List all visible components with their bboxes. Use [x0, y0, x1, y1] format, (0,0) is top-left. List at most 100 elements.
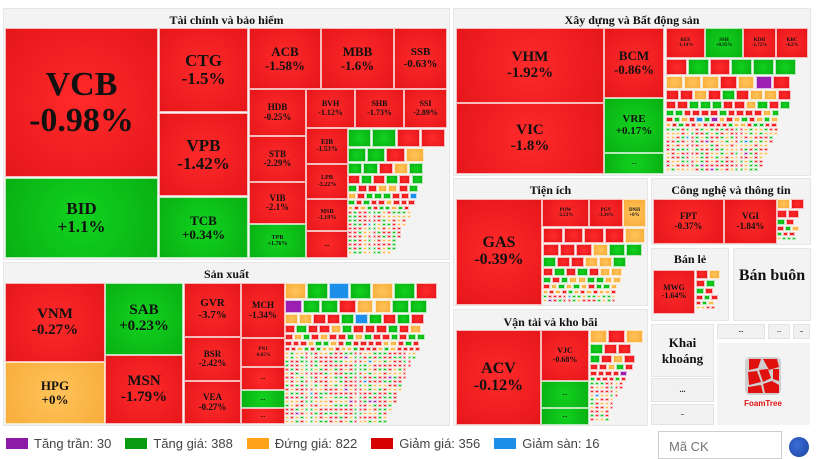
stock-tile-small[interactable]: [705, 144, 710, 147]
stock-tile-small[interactable]: [560, 277, 569, 283]
stock-tile-small[interactable]: [377, 239, 382, 242]
stock-tile-small[interactable]: [299, 388, 304, 391]
stock-tile-small[interactable]: [343, 400, 348, 403]
stock-tile-small[interactable]: [387, 352, 392, 355]
stock-tile-small[interactable]: [285, 412, 289, 415]
stock-tile-small[interactable]: [285, 388, 289, 391]
stock-tile-small[interactable]: [289, 412, 294, 415]
stock-tile-small[interactable]: [710, 164, 714, 167]
stock-tile-small[interactable]: [401, 211, 406, 214]
stock-tile-small[interactable]: [367, 235, 372, 238]
stock-tile-small[interactable]: [745, 101, 757, 109]
stock-tile-small[interactable]: [719, 168, 724, 171]
stock-tile-small[interactable]: [703, 123, 709, 127]
stock-tile-small[interactable]: [378, 372, 382, 375]
stock-tile-small[interactable]: [543, 244, 559, 256]
stock-tile-small[interactable]: [694, 90, 707, 100]
stock-tile-small[interactable]: [383, 360, 387, 363]
stock-tile-small[interactable]: [363, 412, 368, 415]
stock-tile-small[interactable]: [666, 128, 670, 131]
stock-tile-small[interactable]: [604, 390, 609, 393]
stock-tile-small[interactable]: [392, 360, 397, 363]
stock-tile-small[interactable]: [729, 128, 734, 131]
stock-tile-small[interactable]: [372, 243, 377, 246]
stock-tile-small[interactable]: [778, 90, 791, 100]
stock-tile-small[interactable]: [377, 243, 382, 246]
stock-tile-small[interactable]: [695, 128, 700, 131]
stock-tile-small[interactable]: [392, 396, 397, 399]
stock-tile-fpt[interactable]: FPT -0.37%: [653, 199, 724, 244]
stock-tile-small[interactable]: [764, 136, 768, 139]
stock-tile-small[interactable]: [343, 416, 348, 419]
stock-tile-small[interactable]: [685, 148, 690, 151]
stock-tile-small[interactable]: [368, 412, 373, 415]
stock-tile-small[interactable]: [368, 380, 373, 383]
stock-tile-small[interactable]: [373, 360, 378, 363]
stock-tile-small[interactable]: [385, 206, 391, 210]
stock-tile-small[interactable]: [299, 376, 304, 379]
stock-tile-small[interactable]: [334, 384, 338, 387]
stock-tile-small[interactable]: [329, 400, 333, 403]
stock-tile-small[interactable]: [373, 396, 378, 399]
stock-tile-small[interactable]: [302, 300, 320, 313]
stock-tile-small[interactable]: [334, 412, 338, 415]
stock-tile-small[interactable]: [329, 356, 333, 359]
stock-tile-vib[interactable]: VIB -2.1%: [249, 182, 306, 224]
stock-tile-small[interactable]: [373, 416, 378, 419]
stock-tile-small[interactable]: [373, 412, 378, 415]
stock-tile-small[interactable]: [285, 300, 302, 313]
stock-tile-small[interactable]: [543, 228, 563, 243]
stock-tile-small[interactable]: [543, 299, 547, 302]
stock-tile-small[interactable]: [378, 163, 393, 174]
stock-tile-small[interactable]: [302, 334, 311, 340]
stock-tile-small[interactable]: [715, 132, 719, 135]
stock-tile-small[interactable]: [368, 364, 373, 367]
stock-tile-small[interactable]: [358, 352, 363, 355]
stock-tile-small[interactable]: [357, 215, 362, 218]
stock-tile-small[interactable]: [383, 416, 387, 419]
stock-tile-small[interactable]: [358, 400, 363, 403]
stock-tile-small[interactable]: [754, 148, 759, 151]
stock-tile-small[interactable]: [605, 290, 611, 294]
sector-whole[interactable]: Bán buôn: [733, 248, 811, 321]
stock-tile-small[interactable]: [666, 117, 673, 122]
stock-tile-small[interactable]: [338, 372, 343, 375]
stock-tile-small[interactable]: [695, 168, 700, 171]
stock-tile-small[interactable]: [362, 215, 367, 218]
stock-tile-small[interactable]: [592, 290, 598, 294]
stock-tile-small[interactable]: [352, 215, 357, 218]
stock-tile-small[interactable]: [338, 412, 343, 415]
stock-tile-small[interactable]: [334, 364, 338, 367]
stock-tile-small[interactable]: [588, 284, 595, 289]
stock-tile-small[interactable]: [387, 392, 392, 395]
stock-tile-small[interactable]: [299, 372, 304, 375]
stock-tile-fin1[interactable]: ...: [306, 231, 348, 258]
stock-tile-small[interactable]: [348, 251, 352, 254]
stock-tile-small[interactable]: [565, 268, 577, 276]
stock-tile-small[interactable]: [392, 223, 396, 226]
stock-tile-small[interactable]: [408, 185, 418, 192]
stock-tile-small[interactable]: [604, 382, 609, 385]
stock-tile-small[interactable]: [700, 140, 705, 143]
stock-tile-small[interactable]: [392, 380, 397, 383]
stock-tile-small[interactable]: [392, 376, 397, 379]
stock-tile-small[interactable]: [777, 226, 784, 231]
stock-tile-small[interactable]: [711, 295, 718, 300]
stock-tile-small[interactable]: [700, 148, 705, 151]
stock-tile-small[interactable]: [613, 277, 622, 283]
stock-tile-small[interactable]: [696, 301, 702, 305]
stock-tile-small[interactable]: [334, 396, 338, 399]
stock-tile-small[interactable]: [719, 144, 724, 147]
stock-tile-small[interactable]: [319, 408, 324, 411]
stock-tile-ree[interactable]: REE -1.14%: [666, 28, 705, 58]
stock-tile-small[interactable]: [715, 160, 719, 163]
stock-tile-small[interactable]: [384, 347, 390, 351]
stock-tile-small[interactable]: [739, 132, 744, 135]
stock-tile-small[interactable]: [715, 156, 719, 159]
stock-tile-vea[interactable]: VEA -0.27%: [184, 381, 241, 424]
stock-tile-small[interactable]: [387, 360, 392, 363]
stock-tile-small[interactable]: [394, 283, 415, 299]
stock-tile-small[interactable]: [600, 268, 611, 276]
stock-tile-small[interactable]: [348, 200, 355, 205]
stock-tile-small[interactable]: [383, 392, 387, 395]
